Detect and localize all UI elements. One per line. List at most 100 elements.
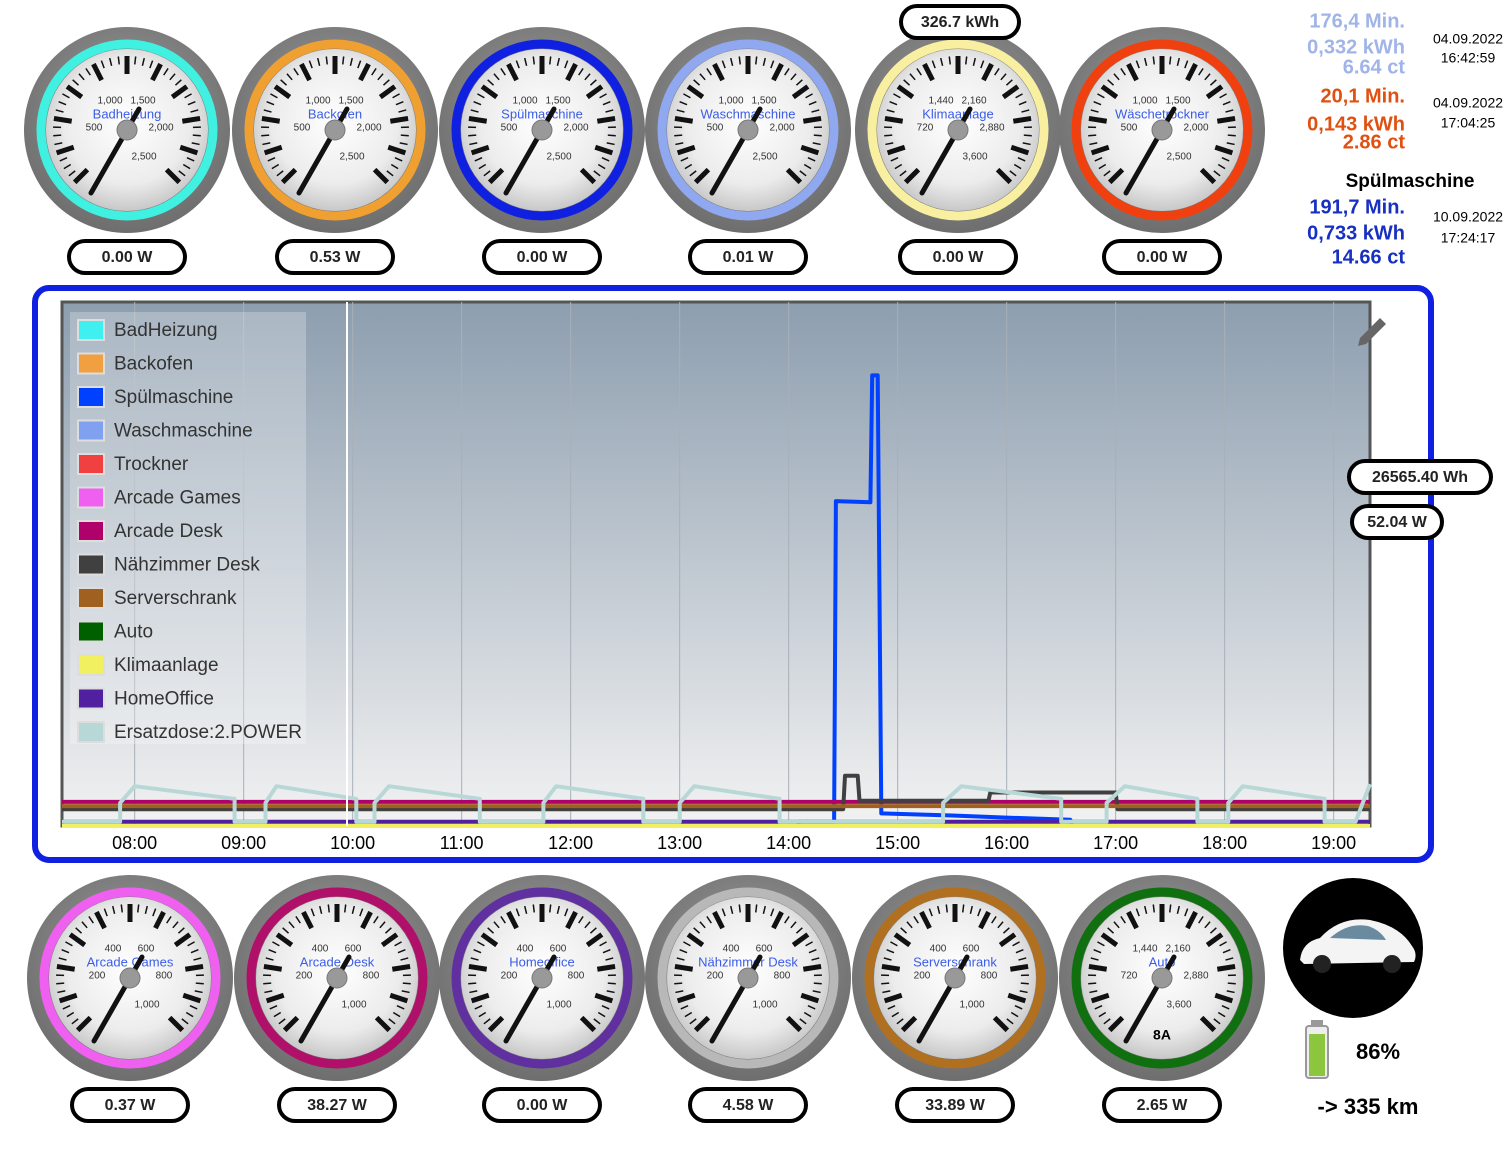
gauge-label: Waschmaschine xyxy=(701,106,796,121)
gauge-ring xyxy=(1071,39,1253,221)
gauge-scale-label: 1,440 xyxy=(928,96,953,107)
gauge-tick xyxy=(282,1015,300,1033)
gauge-tick xyxy=(1209,79,1217,86)
x-tick-label: 10:00 xyxy=(330,833,375,853)
gauge-ring xyxy=(1071,887,1253,1069)
gauge-hub xyxy=(944,967,966,989)
legend-label: Klimaanlage xyxy=(114,655,219,676)
gauge-tick xyxy=(500,68,506,76)
legend-label: Arcade Desk xyxy=(114,521,223,542)
gauge-tick xyxy=(58,992,78,1004)
gauge-hub xyxy=(326,967,348,989)
legend-label: Serverschrank xyxy=(114,588,237,609)
gauge-tick xyxy=(469,990,478,994)
gauge-tick xyxy=(1213,1018,1221,1025)
gauge-scale-label: 500 xyxy=(86,123,103,134)
gauge-tick xyxy=(808,100,817,106)
gauge-tick xyxy=(706,916,712,924)
stats-minutes: 191,7 Min. xyxy=(1309,196,1405,218)
gauge-tick xyxy=(1204,73,1211,81)
gauge-scale-label: 200 xyxy=(501,971,518,982)
gauge-tick xyxy=(686,84,705,100)
gauge-tick xyxy=(1126,910,1139,930)
gauge-tick xyxy=(172,921,179,929)
gauge-tick xyxy=(684,1011,693,1018)
gauge-tick xyxy=(193,957,202,961)
gauge-scale-label: 1,000 xyxy=(718,96,743,107)
gauge-tick xyxy=(884,134,893,137)
gauge-tick xyxy=(578,916,584,924)
gauge-tick xyxy=(373,916,379,924)
gauge: 1,000 1,500 500 2,000 2,500 Waschmaschine 0.01… xyxy=(645,27,851,275)
gauge-tick xyxy=(1227,982,1236,985)
gauge-tick xyxy=(359,908,364,917)
gauge: 400 600 200 800 1,000 Homeoffice 0.00 W xyxy=(439,875,645,1123)
legend-swatch xyxy=(77,319,105,341)
gauge-tick xyxy=(594,992,614,1004)
edit-icon[interactable] xyxy=(1358,318,1386,346)
legend-swatch xyxy=(77,352,105,375)
gauge-tick xyxy=(584,921,591,929)
gauge-tick xyxy=(120,904,123,913)
gauge-tick xyxy=(712,910,725,930)
gauge-tick xyxy=(1216,115,1236,124)
gauge-tick xyxy=(134,56,137,65)
gauge-tick xyxy=(276,170,284,177)
gauge-tick xyxy=(1094,156,1103,162)
stats-cost: 14.66 ct xyxy=(1332,246,1406,268)
gauge-tick xyxy=(978,910,991,930)
gauge-reading: 0.00 W xyxy=(517,1097,569,1114)
gauge-tick xyxy=(1013,163,1022,170)
gauge-tick xyxy=(268,948,277,954)
gauge-tick xyxy=(342,56,345,65)
gauge-tick xyxy=(1169,56,1172,65)
chart-readout-box xyxy=(1350,504,1444,540)
gauge-ring xyxy=(244,39,426,221)
gauge-tick xyxy=(57,990,66,994)
gauge-tick xyxy=(594,144,614,156)
gauge-tick xyxy=(900,927,908,934)
gauge-reading-box xyxy=(688,1087,808,1123)
gauge-tick xyxy=(170,84,189,100)
gauge-tick xyxy=(1113,921,1120,929)
gauge-reading: 4.58 W xyxy=(723,1097,775,1114)
stats-title: Spülmaschine xyxy=(1346,171,1475,192)
gauge-hub xyxy=(531,119,553,141)
gauge-tick xyxy=(893,93,901,99)
gauge-tick xyxy=(919,910,932,930)
gauge-tick xyxy=(184,93,192,99)
gauge-tick xyxy=(382,79,390,86)
gauge-tick xyxy=(607,134,616,137)
gauge-tick xyxy=(68,932,87,948)
gauge: 1,000 1,500 500 2,000 2,500 Spülmaschine 0.00 … xyxy=(439,27,645,275)
legend-swatch xyxy=(77,721,105,743)
gauge-tick xyxy=(493,73,500,81)
gauge-scale-label: 600 xyxy=(756,944,773,955)
gauge-scale-label: 800 xyxy=(363,971,380,982)
chart-readout-box xyxy=(1347,459,1493,495)
gauge-tick xyxy=(1199,1015,1217,1033)
gauge-scale-label: 2,880 xyxy=(1183,971,1208,982)
gauge-tick xyxy=(894,163,903,170)
legend-swatch xyxy=(77,453,105,475)
gauge-tick xyxy=(1107,79,1115,86)
gauge-tick xyxy=(1107,927,1115,934)
gauge-tick xyxy=(275,932,294,948)
gauge-tick xyxy=(909,73,916,81)
gauge-tick xyxy=(264,990,273,994)
gauge-ring xyxy=(36,39,218,221)
gauge-tick xyxy=(470,109,479,113)
gauge-tick xyxy=(805,93,813,99)
x-tick-label: 11:00 xyxy=(440,833,484,853)
gauge-tick xyxy=(969,905,974,914)
gauge-tick xyxy=(1222,948,1231,954)
gauge-scale-label: 720 xyxy=(917,123,934,134)
gauge-tick xyxy=(483,170,491,177)
gauge-tick xyxy=(480,932,499,948)
gauge-tick xyxy=(596,963,616,972)
gauge-scale-label: 1,000 xyxy=(752,1000,777,1011)
gauge-tick xyxy=(506,910,519,930)
gauge-tick xyxy=(800,144,820,156)
gauge-scale-label: 3,600 xyxy=(962,152,987,163)
gauge-tick xyxy=(755,56,758,65)
